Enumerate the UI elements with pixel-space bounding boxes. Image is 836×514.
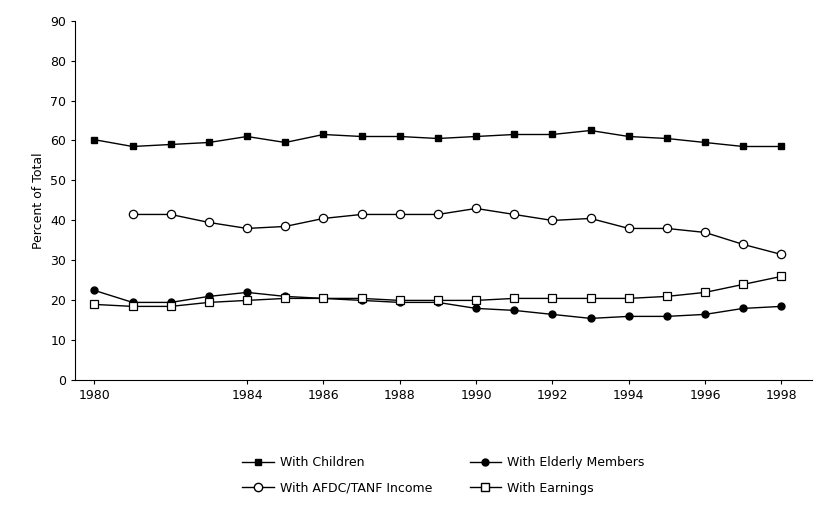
- Y-axis label: Percent of Total: Percent of Total: [32, 152, 44, 249]
- Legend: With Children, With AFDC/TANF Income, With Elderly Members, With Earnings: With Children, With AFDC/TANF Income, Wi…: [237, 451, 649, 500]
